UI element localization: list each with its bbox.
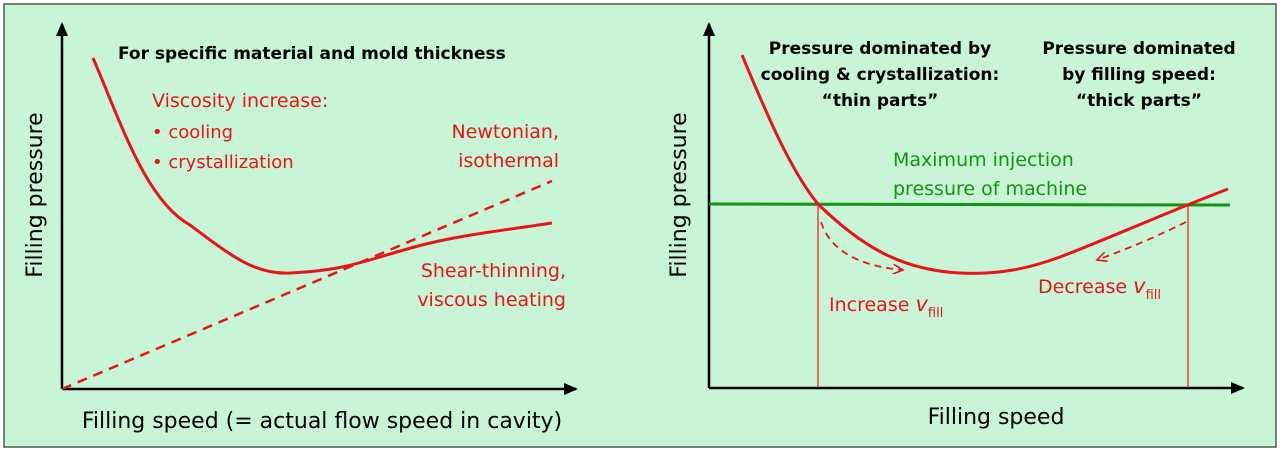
speed-region-line-1: Pressure dominated bbox=[1042, 39, 1235, 59]
left-y-axis-label: Filling pressure bbox=[23, 112, 48, 277]
viscosity-heading: Viscosity increase: bbox=[152, 90, 328, 112]
max-pressure-label-2: pressure of machine bbox=[893, 178, 1087, 200]
cooling-region-line-2: cooling & crystallization: bbox=[761, 65, 1000, 85]
speed-region-line-2: by filling speed: bbox=[1062, 65, 1216, 85]
shear-label-1: Shear-thinning, bbox=[421, 260, 566, 282]
cooling-region-line-1: Pressure dominated by bbox=[769, 39, 992, 59]
speed-region-line-3: “thick parts” bbox=[1076, 91, 1202, 111]
cooling-region-line-3: “thin parts” bbox=[822, 91, 939, 111]
newtonian-label-2: isothermal bbox=[458, 150, 559, 172]
shear-label-2: viscous heating bbox=[417, 289, 566, 311]
newtonian-label-1: Newtonian, bbox=[451, 121, 559, 143]
decrease-v-subscript: fill bbox=[1146, 288, 1161, 303]
left-viscosity-curve bbox=[91, 57, 553, 275]
background bbox=[3, 3, 1277, 448]
left-x-axis-label: Filling speed (= actual flow speed in ca… bbox=[82, 409, 562, 434]
increase-word: Increase bbox=[829, 294, 915, 316]
increase-v-symbol: v bbox=[915, 292, 928, 316]
viscosity-item-cooling: • cooling bbox=[152, 122, 233, 143]
left-panel: For specific material and mold thickness… bbox=[23, 22, 578, 434]
left-newtonian-line bbox=[61, 179, 553, 391]
right-x-axis-label: Filling speed bbox=[928, 405, 1065, 430]
decrease-arrow bbox=[1097, 221, 1187, 260]
increase-vfill-label: Increase vfill bbox=[829, 292, 943, 321]
right-panel: Filling pressure Filling speed Pressure … bbox=[667, 22, 1245, 430]
right-pressure-curve bbox=[740, 54, 1229, 275]
max-pressure-label-1: Maximum injection bbox=[893, 149, 1074, 171]
left-title: For specific material and mold thickness bbox=[118, 44, 506, 64]
viscosity-item-crystallization: • crystallization bbox=[152, 152, 294, 173]
decrease-vfill-label: Decrease vfill bbox=[1038, 274, 1161, 303]
right-y-axis-label: Filling pressure bbox=[667, 112, 692, 277]
increase-arrow bbox=[820, 221, 903, 270]
decrease-word: Decrease bbox=[1038, 276, 1133, 298]
decrease-v-symbol: v bbox=[1133, 274, 1146, 298]
increase-v-subscript: fill bbox=[928, 306, 943, 321]
max-pressure-line bbox=[708, 202, 1231, 207]
